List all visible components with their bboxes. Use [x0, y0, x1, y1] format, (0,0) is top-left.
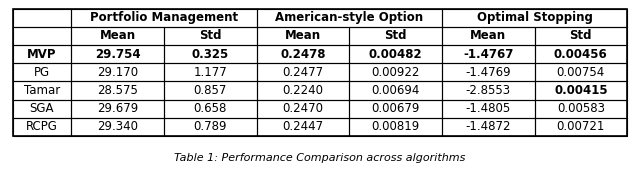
Text: 1.177: 1.177	[193, 66, 227, 79]
Bar	[257, 63, 349, 81]
Text: 0.2470: 0.2470	[282, 102, 323, 115]
Bar	[13, 8, 71, 27]
Bar	[13, 81, 71, 100]
Text: Portfolio Management: Portfolio Management	[90, 11, 238, 24]
Bar	[71, 81, 164, 100]
Text: 0.2447: 0.2447	[282, 120, 323, 133]
Text: 28.575: 28.575	[97, 84, 138, 97]
Bar	[442, 27, 534, 45]
Bar	[534, 45, 627, 63]
Text: Std: Std	[199, 29, 221, 42]
Bar	[349, 45, 442, 63]
Bar	[71, 27, 164, 45]
Text: Optimal Stopping: Optimal Stopping	[477, 11, 593, 24]
Text: Std: Std	[570, 29, 592, 42]
Bar	[349, 118, 442, 136]
Bar	[534, 100, 627, 118]
Bar	[534, 63, 627, 81]
Bar	[349, 81, 442, 100]
Text: 0.2240: 0.2240	[282, 84, 323, 97]
Bar	[442, 100, 534, 118]
Bar	[13, 45, 71, 63]
Text: 0.2477: 0.2477	[282, 66, 323, 79]
Bar	[71, 63, 164, 81]
Text: 0.857: 0.857	[193, 84, 227, 97]
Bar	[534, 118, 627, 136]
Bar	[164, 27, 257, 45]
Bar	[164, 100, 257, 118]
Text: Table 1: Performance Comparison across algorithms: Table 1: Performance Comparison across a…	[174, 153, 466, 163]
Bar	[442, 118, 534, 136]
Bar	[71, 100, 164, 118]
Text: 29.679: 29.679	[97, 102, 138, 115]
Bar	[164, 81, 257, 100]
Text: 29.754: 29.754	[95, 48, 140, 61]
Text: 0.00679: 0.00679	[371, 102, 420, 115]
Bar	[164, 45, 257, 63]
Bar	[257, 8, 442, 27]
Text: Tamar: Tamar	[24, 84, 60, 97]
Bar	[349, 63, 442, 81]
Bar	[349, 100, 442, 118]
Bar	[164, 63, 257, 81]
Text: 0.00456: 0.00456	[554, 48, 608, 61]
Text: Std: Std	[384, 29, 407, 42]
Bar	[534, 81, 627, 100]
Bar	[13, 63, 71, 81]
Bar	[257, 100, 349, 118]
Text: 0.00694: 0.00694	[371, 84, 420, 97]
Text: MVP: MVP	[28, 48, 57, 61]
Bar	[71, 45, 164, 63]
Text: PG: PG	[34, 66, 50, 79]
Bar	[13, 8, 627, 136]
Bar	[13, 118, 71, 136]
Bar	[442, 63, 534, 81]
Text: 0.00819: 0.00819	[371, 120, 420, 133]
Text: 0.00415: 0.00415	[554, 84, 607, 97]
Bar	[534, 27, 627, 45]
Text: American-style Option: American-style Option	[275, 11, 423, 24]
Text: 0.789: 0.789	[193, 120, 227, 133]
Text: RCPG: RCPG	[26, 120, 58, 133]
Text: 0.00922: 0.00922	[371, 66, 420, 79]
Text: 29.170: 29.170	[97, 66, 138, 79]
Text: Mean: Mean	[470, 29, 506, 42]
Bar	[257, 45, 349, 63]
Bar	[13, 100, 71, 118]
Text: 29.340: 29.340	[97, 120, 138, 133]
Text: SGA: SGA	[29, 102, 54, 115]
Text: -1.4805: -1.4805	[465, 102, 511, 115]
Text: -2.8553: -2.8553	[466, 84, 511, 97]
Text: -1.4872: -1.4872	[465, 120, 511, 133]
Text: -1.4767: -1.4767	[463, 48, 513, 61]
Bar	[442, 81, 534, 100]
Bar	[442, 8, 627, 27]
Bar	[71, 118, 164, 136]
Bar	[349, 27, 442, 45]
Bar	[13, 27, 71, 45]
Bar	[257, 27, 349, 45]
Text: Mean: Mean	[99, 29, 136, 42]
Text: 0.325: 0.325	[191, 48, 229, 61]
Bar	[164, 118, 257, 136]
Bar	[442, 45, 534, 63]
Text: 0.2478: 0.2478	[280, 48, 326, 61]
Bar	[257, 81, 349, 100]
Text: -1.4769: -1.4769	[465, 66, 511, 79]
Text: Mean: Mean	[285, 29, 321, 42]
Text: 0.658: 0.658	[193, 102, 227, 115]
Text: 0.00482: 0.00482	[369, 48, 422, 61]
Bar	[257, 118, 349, 136]
Bar	[71, 8, 257, 27]
Text: 0.00721: 0.00721	[557, 120, 605, 133]
Text: 0.00754: 0.00754	[557, 66, 605, 79]
Text: 0.00583: 0.00583	[557, 102, 605, 115]
